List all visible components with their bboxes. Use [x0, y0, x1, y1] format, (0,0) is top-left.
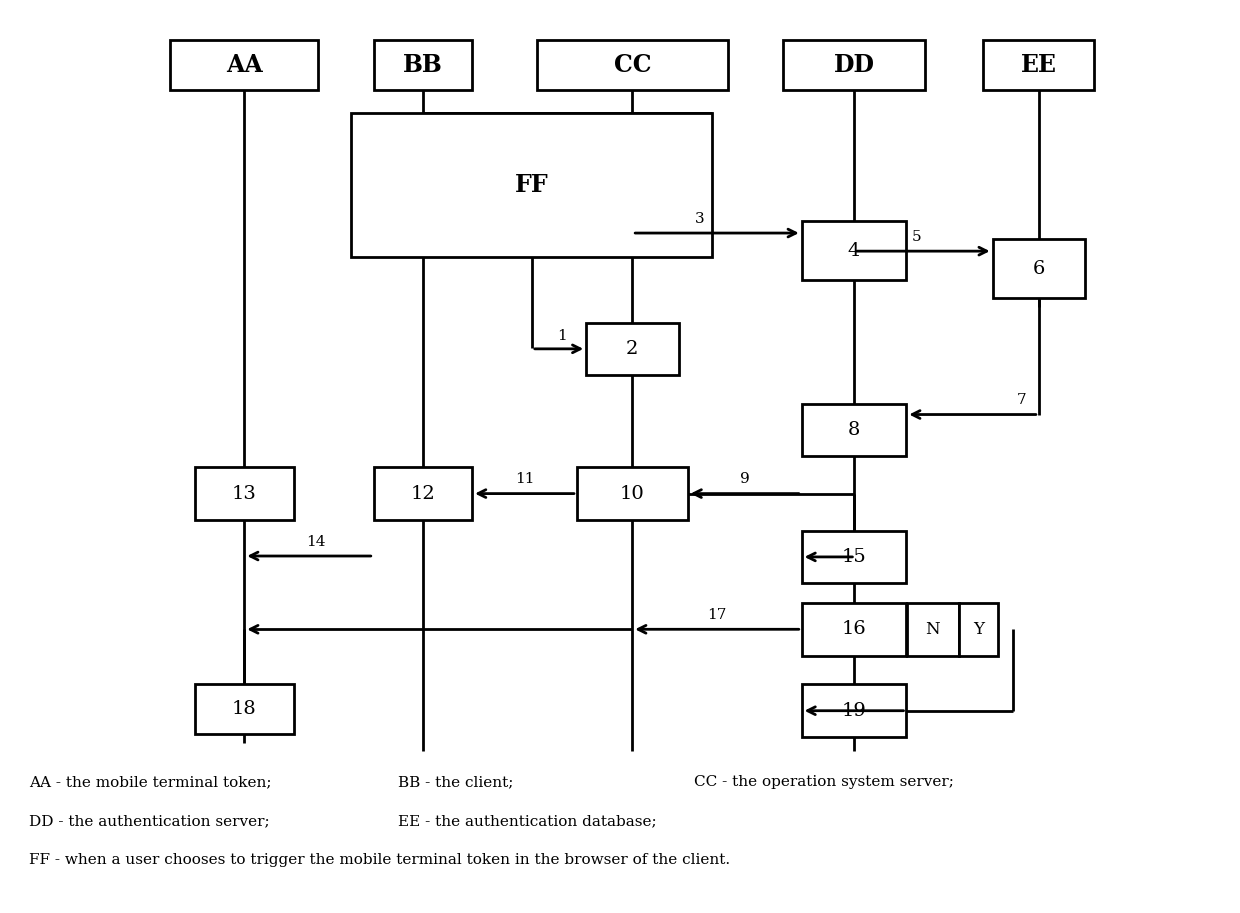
Text: AA - the mobile terminal token;: AA - the mobile terminal token;: [29, 775, 272, 789]
Text: Y: Y: [973, 621, 983, 638]
Text: 7: 7: [1017, 394, 1027, 407]
Text: 10: 10: [620, 485, 645, 502]
Bar: [906, 603, 959, 656]
Text: 9: 9: [740, 472, 750, 487]
Bar: [802, 530, 906, 583]
Text: 14: 14: [306, 535, 325, 549]
Bar: [992, 239, 1085, 299]
Text: BB: BB: [403, 53, 443, 78]
Text: 16: 16: [842, 620, 867, 638]
Text: BB - the client;: BB - the client;: [398, 775, 513, 789]
Bar: [784, 40, 925, 90]
Bar: [802, 685, 906, 737]
Text: FF - when a user chooses to trigger the mobile terminal token in the browser of : FF - when a user chooses to trigger the …: [29, 853, 730, 866]
Text: 1: 1: [557, 330, 567, 343]
Text: CC - the operation system server;: CC - the operation system server;: [694, 775, 954, 789]
Text: 4: 4: [848, 242, 861, 259]
Text: 17: 17: [707, 608, 727, 622]
Bar: [351, 112, 712, 257]
Text: 11: 11: [515, 472, 534, 487]
Text: 8: 8: [848, 421, 861, 439]
Text: 3: 3: [696, 212, 704, 226]
Bar: [373, 467, 472, 519]
Bar: [195, 685, 294, 734]
Bar: [577, 467, 688, 519]
Text: DD: DD: [833, 53, 874, 78]
Text: EE - the authentication database;: EE - the authentication database;: [398, 813, 657, 828]
Text: DD - the authentication server;: DD - the authentication server;: [29, 813, 269, 828]
Bar: [959, 603, 998, 656]
Text: FF: FF: [515, 173, 549, 197]
Text: EE: EE: [1021, 53, 1056, 78]
Bar: [983, 40, 1094, 90]
Bar: [587, 322, 678, 375]
Bar: [802, 221, 906, 280]
Bar: [537, 40, 728, 90]
Text: 13: 13: [232, 485, 257, 502]
Text: 6: 6: [1033, 260, 1045, 278]
Text: AA: AA: [226, 53, 263, 78]
Text: 5: 5: [911, 230, 921, 244]
Bar: [170, 40, 319, 90]
Text: 2: 2: [626, 340, 639, 358]
Text: 18: 18: [232, 700, 257, 719]
Bar: [802, 603, 906, 656]
Bar: [802, 404, 906, 456]
Text: N: N: [925, 621, 940, 638]
Text: 12: 12: [410, 485, 435, 502]
Text: 15: 15: [842, 548, 867, 566]
Bar: [195, 467, 294, 519]
Bar: [373, 40, 472, 90]
Text: CC: CC: [614, 53, 651, 78]
Text: 19: 19: [842, 702, 867, 719]
